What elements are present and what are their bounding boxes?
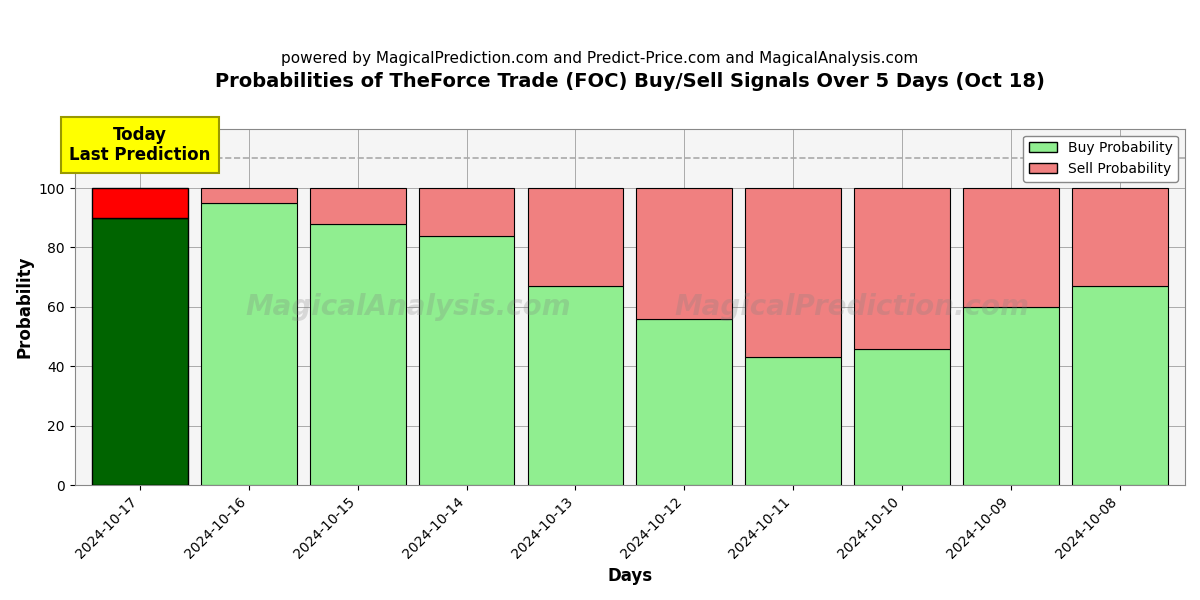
Bar xyxy=(528,188,623,286)
Text: MagicalAnalysis.com: MagicalAnalysis.com xyxy=(245,293,570,321)
Bar xyxy=(92,188,188,218)
Bar xyxy=(636,188,732,319)
Bar xyxy=(419,188,515,236)
Bar xyxy=(310,224,406,485)
Title: Probabilities of TheForce Trade (FOC) Buy/Sell Signals Over 5 Days (Oct 18): Probabilities of TheForce Trade (FOC) Bu… xyxy=(215,72,1045,91)
Text: Today
Last Prediction: Today Last Prediction xyxy=(70,125,211,164)
Bar xyxy=(636,319,732,485)
Bar xyxy=(745,358,841,485)
Bar xyxy=(745,188,841,358)
Bar xyxy=(310,188,406,224)
Text: powered by MagicalPrediction.com and Predict-Price.com and MagicalAnalysis.com: powered by MagicalPrediction.com and Pre… xyxy=(281,51,919,66)
Bar xyxy=(854,349,950,485)
Text: MagicalPrediction.com: MagicalPrediction.com xyxy=(674,293,1030,321)
Bar xyxy=(854,188,950,349)
Legend: Buy Probability, Sell Probability: Buy Probability, Sell Probability xyxy=(1024,136,1178,182)
Y-axis label: Probability: Probability xyxy=(16,256,34,358)
Bar xyxy=(962,307,1058,485)
Bar xyxy=(200,188,296,203)
Bar xyxy=(419,236,515,485)
Bar xyxy=(1072,188,1168,286)
Bar xyxy=(1072,286,1168,485)
Bar xyxy=(528,286,623,485)
Bar xyxy=(92,218,188,485)
X-axis label: Days: Days xyxy=(607,567,653,585)
Bar xyxy=(200,203,296,485)
Bar xyxy=(962,188,1058,307)
